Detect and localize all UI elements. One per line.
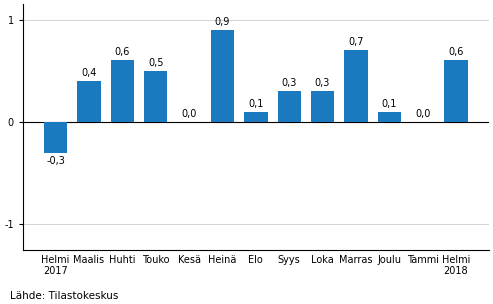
Bar bbox=[378, 112, 401, 122]
Text: 0,3: 0,3 bbox=[282, 78, 297, 88]
Bar bbox=[344, 50, 368, 122]
Text: 0,9: 0,9 bbox=[215, 17, 230, 27]
Bar bbox=[244, 112, 268, 122]
Text: 0,6: 0,6 bbox=[115, 47, 130, 57]
Bar bbox=[77, 81, 101, 122]
Text: 0,7: 0,7 bbox=[348, 37, 364, 47]
Text: 0,5: 0,5 bbox=[148, 58, 164, 67]
Bar bbox=[144, 71, 168, 122]
Text: 0,0: 0,0 bbox=[181, 109, 197, 119]
Text: 0,3: 0,3 bbox=[315, 78, 330, 88]
Bar bbox=[211, 30, 234, 122]
Text: 0,6: 0,6 bbox=[448, 47, 463, 57]
Bar bbox=[311, 91, 334, 122]
Text: 0,4: 0,4 bbox=[81, 68, 97, 78]
Bar bbox=[278, 91, 301, 122]
Text: Lähde: Tilastokeskus: Lähde: Tilastokeskus bbox=[10, 291, 118, 301]
Text: 0,1: 0,1 bbox=[382, 98, 397, 109]
Bar bbox=[111, 60, 134, 122]
Text: -0,3: -0,3 bbox=[46, 156, 65, 166]
Text: 0,1: 0,1 bbox=[248, 98, 264, 109]
Bar bbox=[444, 60, 468, 122]
Bar bbox=[44, 122, 68, 153]
Text: 0,0: 0,0 bbox=[415, 109, 430, 119]
